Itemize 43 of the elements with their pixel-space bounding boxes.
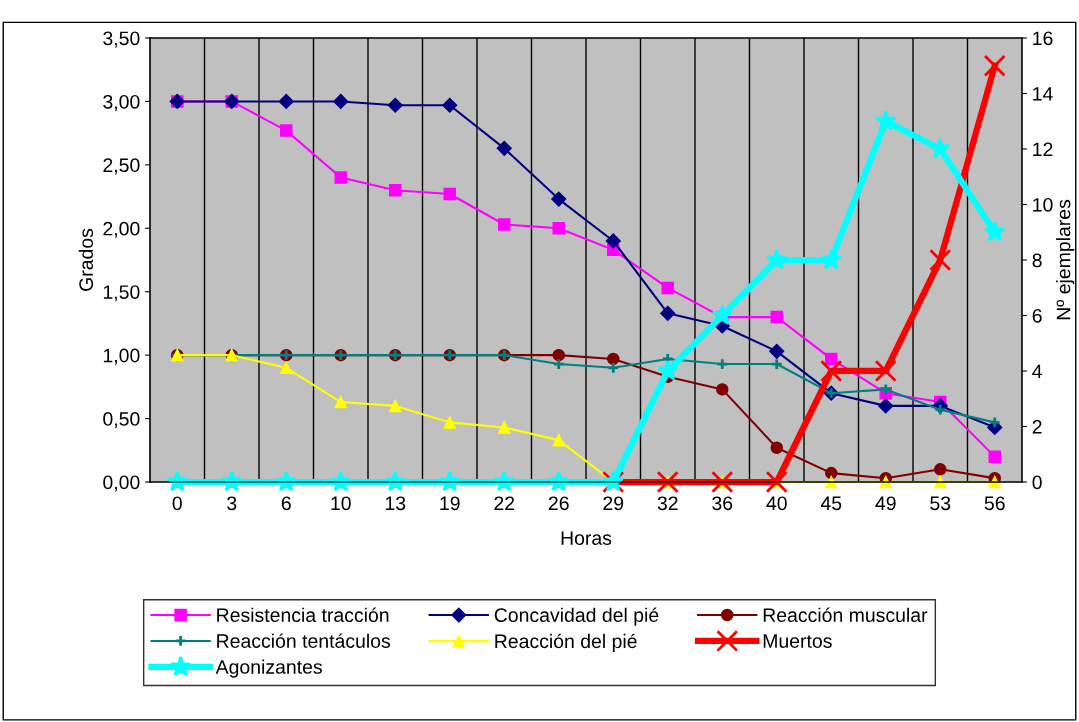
y2-axis-title: Nº ejemplares xyxy=(1056,199,1075,320)
x-tick-label: 26 xyxy=(548,496,569,511)
y2-tick-label: 8 xyxy=(1032,253,1042,268)
x-tick-label: 19 xyxy=(440,496,460,511)
legend-label: Reacción del pié xyxy=(495,633,637,652)
y2-tick-label: 2 xyxy=(1032,419,1042,434)
x-tick-label: 0 xyxy=(172,496,182,511)
x-tick-label: 22 xyxy=(494,496,515,510)
y-tick-label: 2,00 xyxy=(103,221,140,238)
x-tick-label: 40 xyxy=(766,496,787,511)
y2-tick-label: 12 xyxy=(1033,142,1053,157)
x-tick-label: 36 xyxy=(712,496,733,511)
x-tick-label: 56 xyxy=(984,496,1005,511)
legend-label: Resistencia tracción xyxy=(217,607,389,623)
y-tick-label: 1,50 xyxy=(103,285,140,302)
y-tick-label: 1,00 xyxy=(103,348,140,365)
legend-label: Muertos xyxy=(763,634,832,648)
x-axis-title: Horas xyxy=(561,531,612,545)
x-tick-label: 10 xyxy=(331,496,351,511)
x-tick-label: 49 xyxy=(875,496,896,511)
x-tick-label: 29 xyxy=(603,496,624,511)
y2-tick-label: 10 xyxy=(1033,197,1053,212)
x-tick-label: 45 xyxy=(820,496,842,511)
x-tick-label: 32 xyxy=(657,496,678,511)
y-tick-label: 3,00 xyxy=(103,94,140,111)
y2-tick-label: 14 xyxy=(1033,87,1053,101)
y2-tick-label: 6 xyxy=(1032,308,1042,323)
legend-label: Agonizantes xyxy=(215,659,322,678)
legend-label: Concavidad del pié xyxy=(494,607,659,626)
y-tick-label: 0,50 xyxy=(103,412,140,429)
y-axis-title: Grados xyxy=(78,228,94,291)
y-tick-label: 0,00 xyxy=(103,475,140,492)
x-tick-label: 53 xyxy=(930,496,951,511)
y-tick-label: 2,50 xyxy=(103,158,140,175)
x-tick-label: 6 xyxy=(281,496,291,511)
x-tick-label: 3 xyxy=(227,496,237,511)
legend-label: Reacción tentáculos xyxy=(217,633,391,648)
y2-tick-label: 4 xyxy=(1032,364,1042,379)
x-tick-label: 13 xyxy=(385,496,406,511)
y-tick-label: 3,50 xyxy=(103,31,140,48)
y2-tick-label: 0 xyxy=(1032,475,1042,490)
legend-label: Reacción muscular xyxy=(763,607,928,623)
y2-tick-label: 16 xyxy=(1033,31,1053,46)
